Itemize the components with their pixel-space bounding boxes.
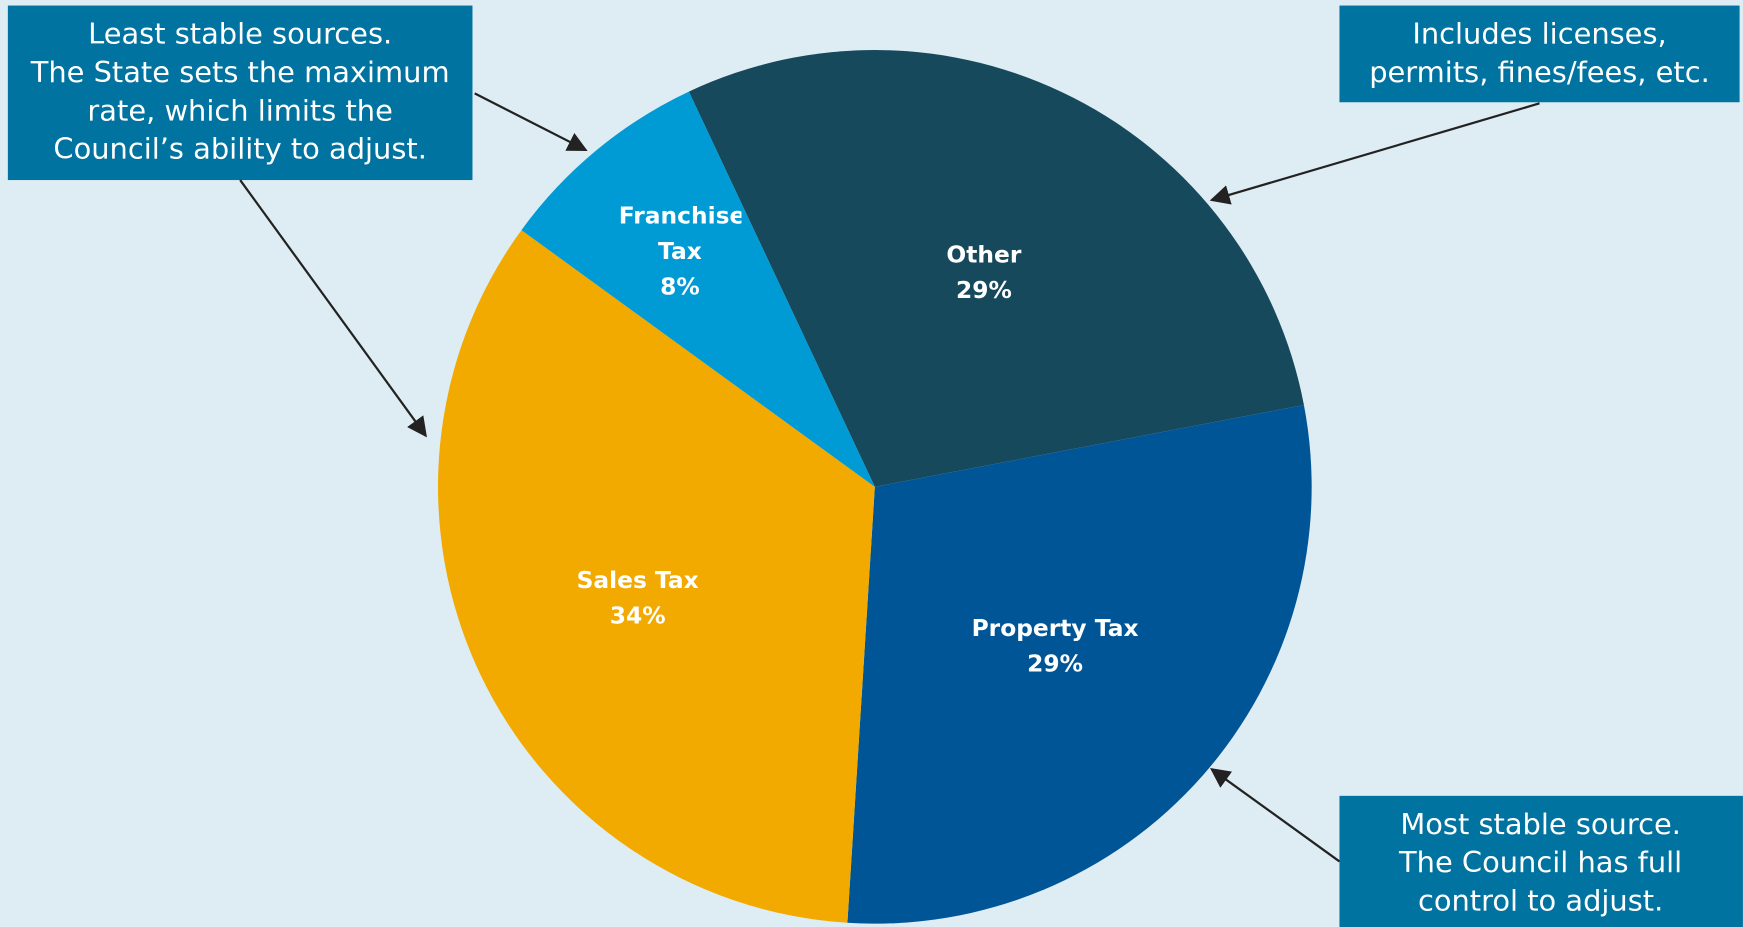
pie-slice [438,230,875,923]
slice-label: Property Tax 29% [944,590,1166,701]
value-label: 8% [660,273,700,301]
annotation-text: rate, which limits the [87,93,392,127]
annotation-arrow [474,92,588,152]
category-label: Other [946,241,1022,269]
category-label: Franchise Tax [618,202,742,265]
slice-label-box: Other 29% [873,217,1095,328]
pie-slice [688,50,1304,487]
annotation-text: The Council has full [1398,845,1682,879]
annotation-text: Council’s ability to adjust. [53,132,427,166]
annotation-arrow [239,179,427,438]
slice-label: Franchise Tax 8% [619,196,741,307]
annotation-box [7,5,473,181]
annotation-text: Includes licenses, [1412,17,1666,51]
slice-label-box: Sales Tax 34% [527,543,749,654]
annotation-text: The State sets the maximum [30,55,450,89]
slice-label: Sales Tax 34% [527,543,749,654]
pie-slice [847,404,1312,924]
slice-label-box: Property Tax 29% [944,590,1166,701]
category-label: Sales Tax [576,567,699,594]
annotation-text: Least stable sources. [88,17,392,51]
annotation-box [1339,795,1743,927]
annotation-text: Most stable source. [1400,807,1681,841]
category-label: Property Tax [971,614,1139,642]
annotation-box [1339,5,1740,103]
value-label: 29% [1027,650,1083,677]
slice-label-box: Franchise Tax 8% [619,196,741,307]
annotation-arrow [1209,102,1540,205]
annotation-arrow [1209,767,1341,863]
annotation-text: permits, fines/fees, etc. [1369,55,1710,89]
slice-label: Other 29% [873,217,1095,328]
value-label: 34% [609,602,666,630]
pie-slice [521,91,875,487]
annotation-text: control to adjust. [1418,884,1663,918]
value-label: 29% [955,277,1012,304]
